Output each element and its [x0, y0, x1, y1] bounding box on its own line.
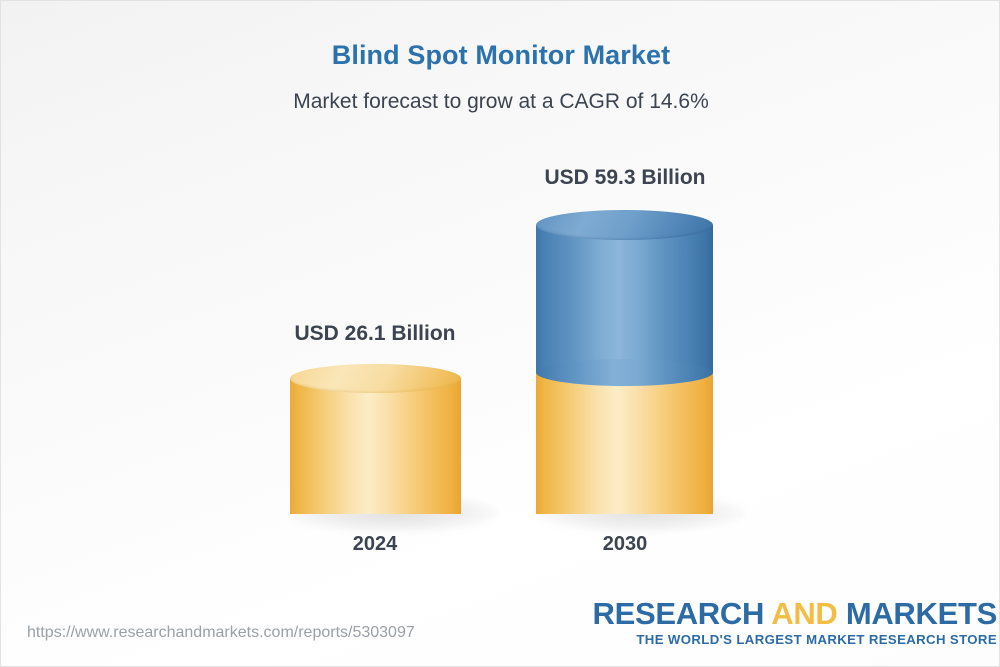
logo-word-markets: MARKETS [837, 596, 997, 631]
logo-word-and: AND [771, 596, 838, 631]
bar-2024-category-label: 2024 [352, 533, 398, 555]
bar-2030-blue-segment [536, 225, 713, 373]
bar-2030-category-label: 2030 [602, 533, 648, 555]
bar-2030-value-label: USD 59.3 Billion [544, 166, 706, 189]
bar-2024-value-label: USD 26.1 Billion [294, 322, 456, 345]
bar-2030-segment-divider [536, 359, 713, 386]
bar-2030-top-ellipse [536, 210, 713, 240]
bar-2024-body [290, 378, 461, 514]
research-and-markets-logo[interactable]: RESEARCH AND MARKETS THE WORLD'S LARGEST… [593, 597, 998, 648]
logo-word-research: RESEARCH [592, 596, 772, 631]
logo-tagline: THE WORLD'S LARGEST MARKET RESEARCH STOR… [636, 632, 997, 647]
bar-2024-top-ellipse [290, 364, 461, 393]
bar-2030-gold-segment [536, 373, 713, 514]
chart-subtitle: Market forecast to grow at a CAGR of 14.… [293, 90, 709, 113]
report-url[interactable]: https://www.researchandmarkets.com/repor… [27, 624, 415, 641]
logo-wordmark: RESEARCH AND MARKETS [593, 597, 998, 631]
chart-title: Blind Spot Monitor Market [331, 40, 671, 70]
